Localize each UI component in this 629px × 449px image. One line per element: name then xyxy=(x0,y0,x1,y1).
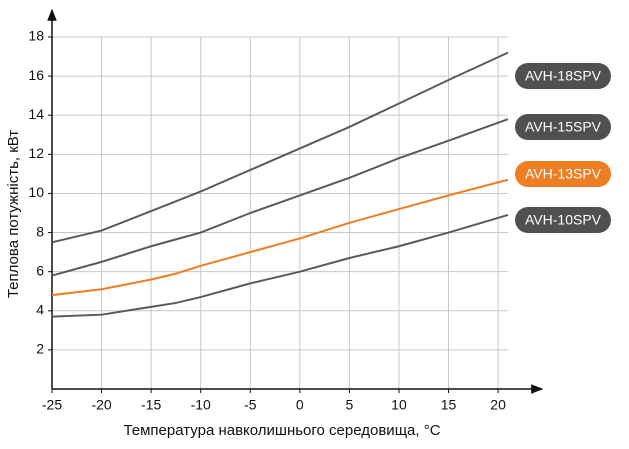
x-tick-label: -5 xyxy=(244,397,257,413)
y-tick-label: 8 xyxy=(36,223,44,239)
grid xyxy=(51,36,508,389)
x-tick-label: 10 xyxy=(391,397,407,413)
series-line xyxy=(51,213,509,318)
y-tick-label: 16 xyxy=(28,67,44,83)
x-tick-label: -20 xyxy=(91,397,111,413)
legend-pill xyxy=(515,161,611,187)
legend-pill xyxy=(515,114,611,140)
legend-pill xyxy=(515,207,611,233)
x-tick-label: 15 xyxy=(441,397,457,413)
x-tick-label: -15 xyxy=(141,397,161,413)
series-line xyxy=(51,178,509,297)
x-tick-label: -10 xyxy=(191,397,211,413)
x-tick-label: 0 xyxy=(296,397,304,413)
x-tick-label: 20 xyxy=(490,397,506,413)
y-tick-label: 6 xyxy=(36,262,44,278)
x-axis-label: Температура навколишнього середовища, °C xyxy=(123,422,440,439)
y-tick-label: 12 xyxy=(28,145,44,161)
y-tick-label: 2 xyxy=(36,341,44,357)
legend-label: AVH-13SPV xyxy=(525,166,602,182)
legend-label: AVH-18SPV xyxy=(525,68,602,84)
y-axis-label: Теплова потужність, кВт xyxy=(5,130,22,298)
y-tick-label: 10 xyxy=(28,184,44,200)
legend-label: AVH-10SPV xyxy=(525,212,602,228)
series-line xyxy=(51,118,509,277)
y-tick-label: 14 xyxy=(28,106,44,122)
y-tick-label: 18 xyxy=(28,28,44,44)
series-line xyxy=(51,51,509,244)
legend-label: AVH-15SPV xyxy=(525,119,602,135)
x-tick-label: -25 xyxy=(42,397,62,413)
y-tick-label: 4 xyxy=(36,301,44,317)
x-tick-label: 5 xyxy=(345,397,353,413)
legend-pill xyxy=(515,63,611,89)
